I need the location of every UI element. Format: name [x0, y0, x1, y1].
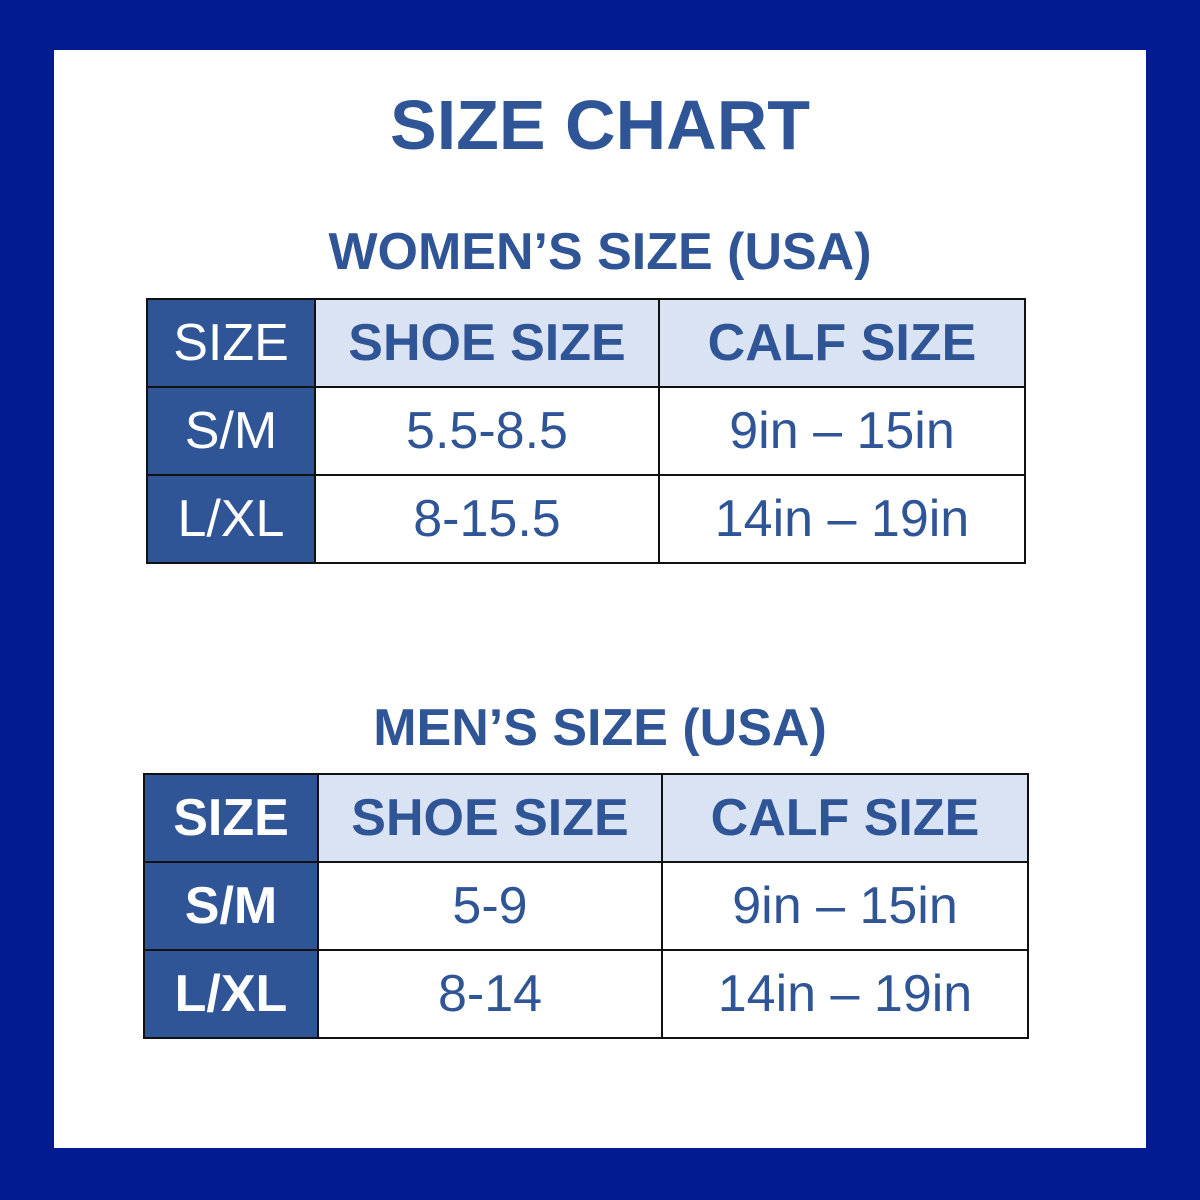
table-row: L/XL 8-15.5 14in – 19in — [146, 474, 1026, 564]
header-shoe-size: SHOE SIZE — [314, 298, 660, 388]
shoe-size-cell: 8-15.5 — [314, 474, 660, 564]
size-cell: L/XL — [143, 949, 319, 1039]
table-row: S/M 5.5-8.5 9in – 15in — [146, 386, 1026, 476]
header-size: SIZE — [146, 298, 316, 388]
size-cell: S/M — [143, 861, 319, 951]
header-calf-size: CALF SIZE — [661, 773, 1029, 863]
table-header-row: SIZE SHOE SIZE CALF SIZE — [143, 773, 1029, 863]
size-cell: L/XL — [146, 474, 316, 564]
shoe-size-cell: 8-14 — [317, 949, 663, 1039]
page-title: SIZE CHART — [390, 86, 810, 164]
table-row: S/M 5-9 9in – 15in — [143, 861, 1029, 951]
calf-size-cell: 9in – 15in — [661, 861, 1029, 951]
womens-heading: WOMEN’S SIZE (USA) — [328, 223, 872, 281]
womens-size-table: SIZE SHOE SIZE CALF SIZE S/M 5.5-8.5 9in… — [146, 298, 1026, 564]
header-size: SIZE — [143, 773, 319, 863]
header-shoe-size: SHOE SIZE — [317, 773, 663, 863]
mens-heading: MEN’S SIZE (USA) — [373, 699, 827, 757]
shoe-size-cell: 5-9 — [317, 861, 663, 951]
table-header-row: SIZE SHOE SIZE CALF SIZE — [146, 298, 1026, 388]
header-calf-size: CALF SIZE — [658, 298, 1026, 388]
calf-size-cell: 14in – 19in — [658, 474, 1026, 564]
calf-size-cell: 9in – 15in — [658, 386, 1026, 476]
calf-size-cell: 14in – 19in — [661, 949, 1029, 1039]
shoe-size-cell: 5.5-8.5 — [314, 386, 660, 476]
table-row: L/XL 8-14 14in – 19in — [143, 949, 1029, 1039]
mens-size-table: SIZE SHOE SIZE CALF SIZE S/M 5-9 9in – 1… — [143, 773, 1029, 1039]
size-cell: S/M — [146, 386, 316, 476]
